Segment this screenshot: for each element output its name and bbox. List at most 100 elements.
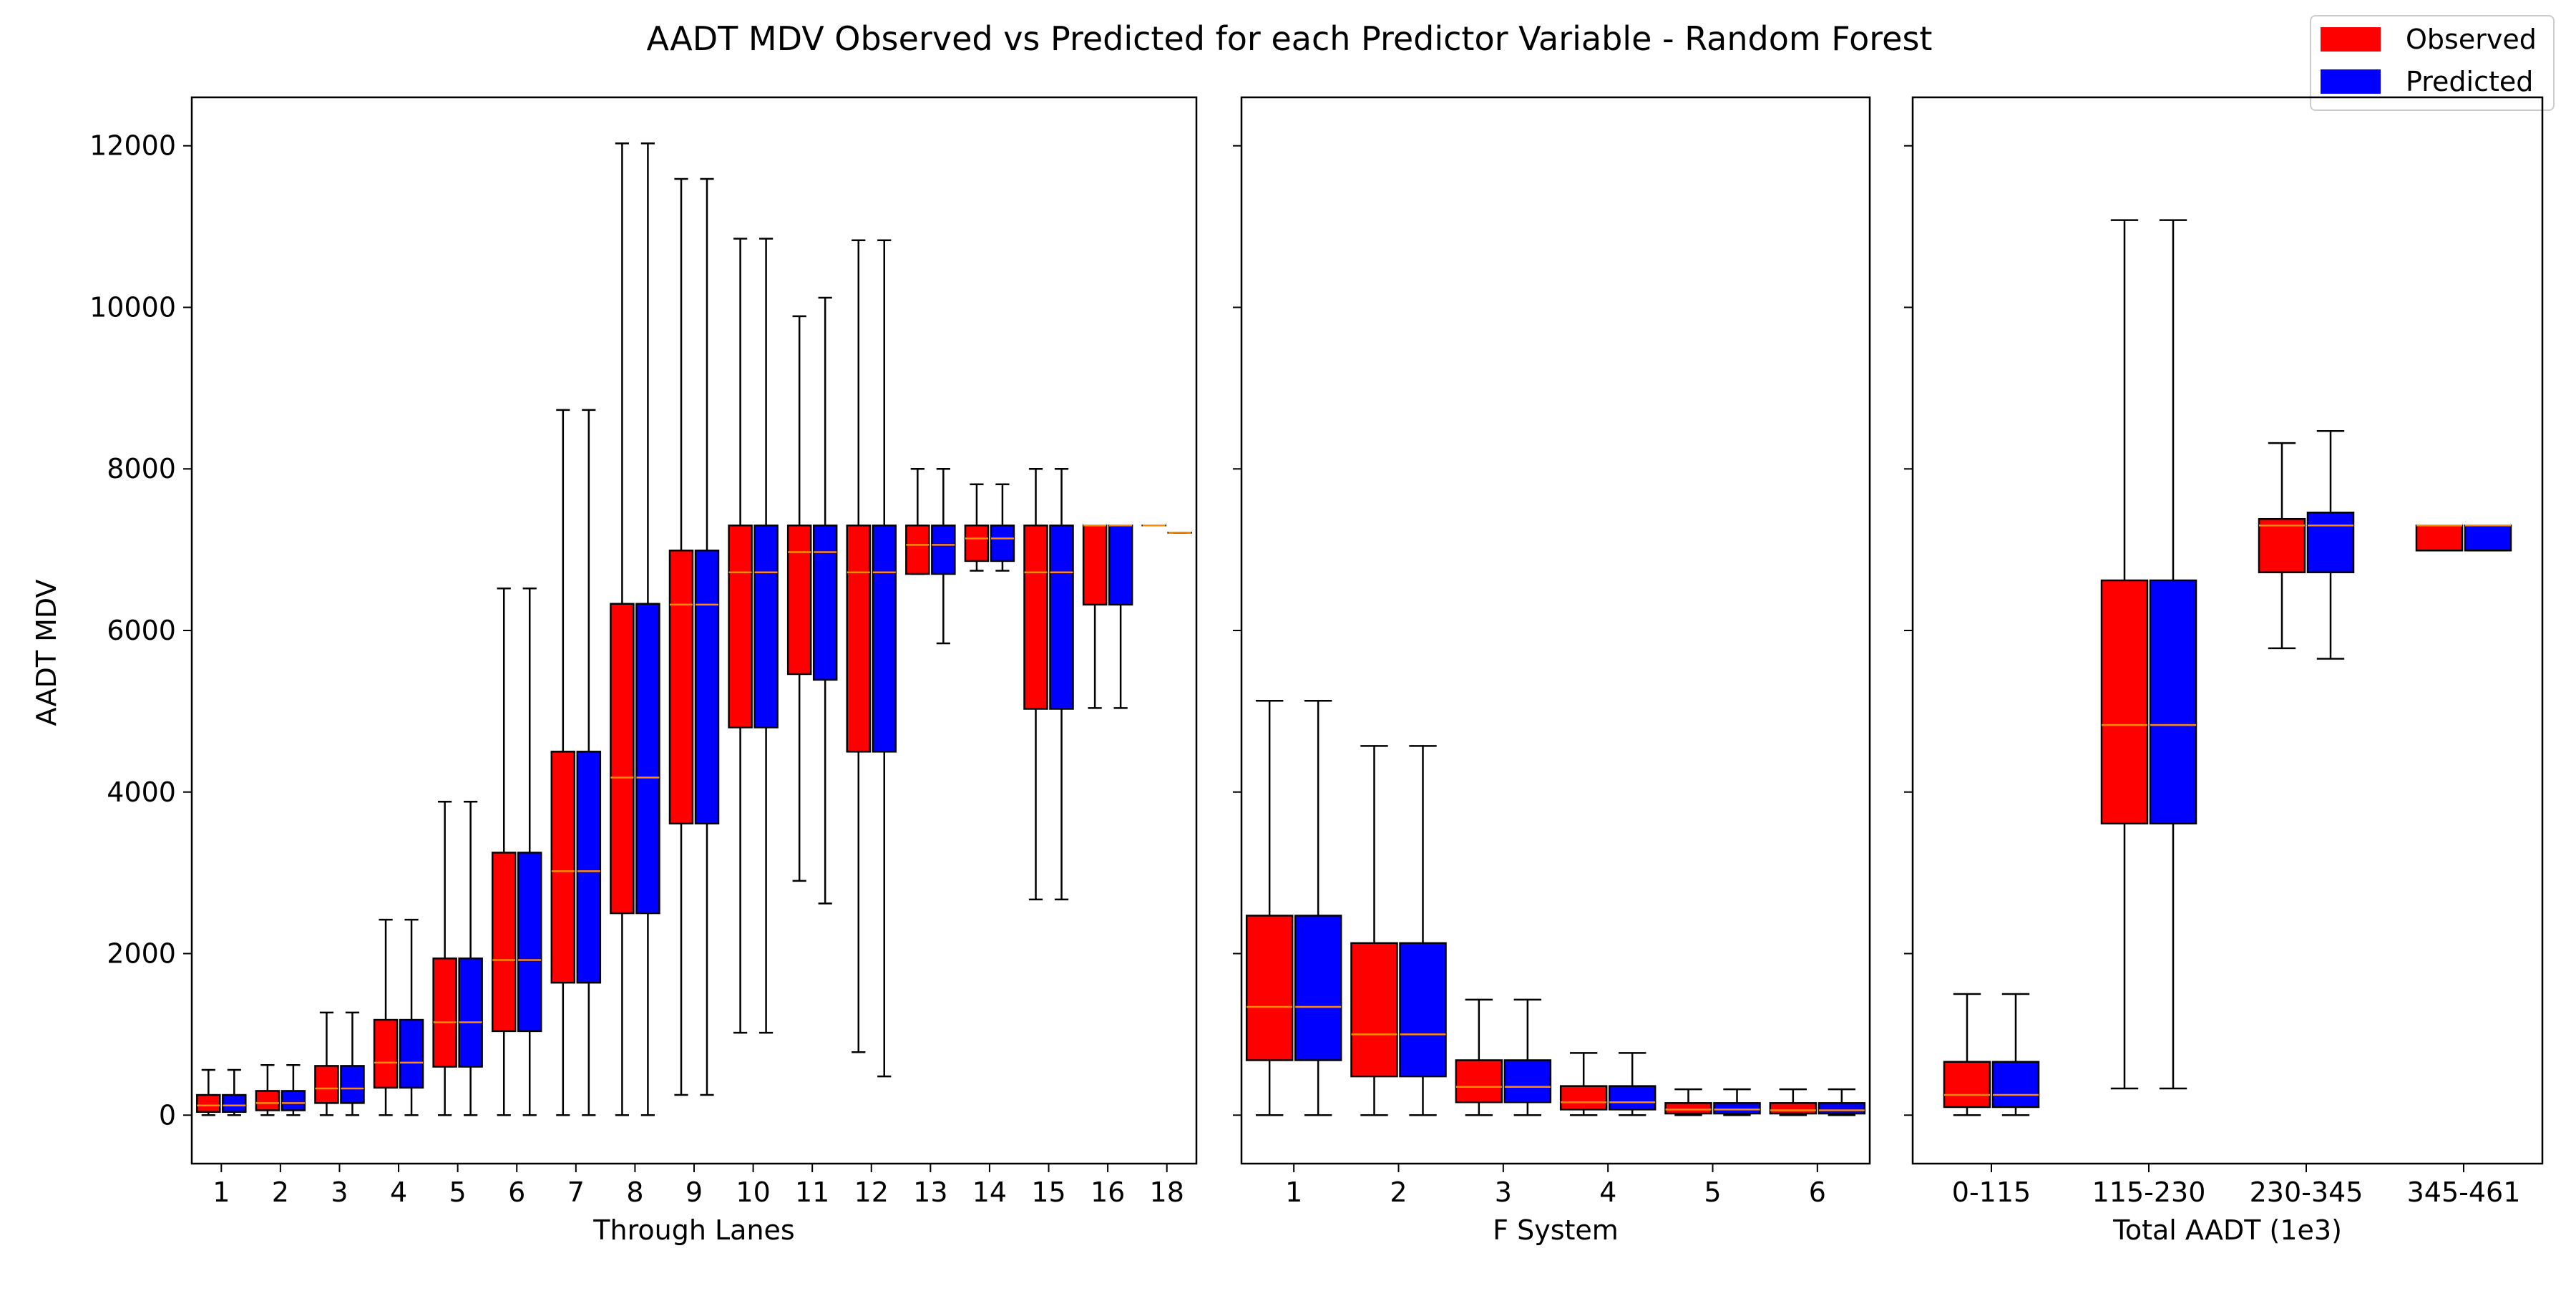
- x-tick-label: 6: [508, 1176, 525, 1208]
- box-predicted: [755, 525, 778, 727]
- box-observed: [847, 525, 870, 751]
- x-tick-label: 4: [390, 1176, 407, 1208]
- x-tick-label: 15: [1031, 1176, 1065, 1208]
- box-observed: [2102, 580, 2147, 824]
- x-tick-label: 12: [854, 1176, 889, 1208]
- box-predicted: [577, 751, 600, 983]
- x-tick-label: 11: [795, 1176, 829, 1208]
- x-tick-label: 4: [1599, 1176, 1616, 1208]
- box-observed: [197, 1095, 220, 1112]
- box-observed: [729, 525, 752, 727]
- box-predicted: [696, 550, 718, 824]
- box-observed: [1561, 1086, 1606, 1110]
- x-tick-label: 345-461: [2407, 1176, 2521, 1208]
- y-tick-label: 8000: [107, 453, 176, 484]
- x-tick-label: 230-345: [2250, 1176, 2363, 1208]
- x-tick-label: 6: [1809, 1176, 1826, 1208]
- legend-label-observed: Observed: [2406, 24, 2537, 55]
- x-tick-label: 9: [686, 1176, 703, 1208]
- panel-total-aadt: 0-115 115-230 230-345 345-461 Total AADT (1e…: [1904, 97, 2542, 1246]
- x-tick-label: 7: [567, 1176, 585, 1208]
- x-tick-label: 16: [1091, 1176, 1125, 1208]
- x-tick-label: 1: [1285, 1176, 1302, 1208]
- y-tick-label: 12000: [89, 130, 176, 162]
- x-tick-label: 2: [272, 1176, 289, 1208]
- box-predicted: [1714, 1103, 1760, 1114]
- box-predicted: [518, 852, 541, 1031]
- legend-swatch-observed: [2321, 27, 2381, 52]
- box-predicted: [636, 604, 659, 913]
- x-tick-label: 3: [1495, 1176, 1512, 1208]
- x-tick-label: 0-115: [1952, 1176, 2031, 1208]
- box-observed: [1025, 525, 1048, 708]
- box-observed: [2416, 525, 2462, 550]
- box-predicted: [932, 525, 955, 574]
- box-observed: [670, 550, 693, 824]
- x-tick-label: 5: [1704, 1176, 1721, 1208]
- box-observed: [552, 751, 575, 983]
- box-predicted: [1400, 943, 1446, 1076]
- y-tick-label: 4000: [107, 776, 176, 808]
- panel-f-system: 1 2 3 4 5 6 F System: [1233, 97, 1870, 1246]
- box-observed: [256, 1091, 279, 1110]
- box-predicted: [1505, 1061, 1551, 1103]
- box-observed: [1770, 1103, 1816, 1114]
- box-observed: [1944, 1062, 1990, 1107]
- x-tick-label: 1: [213, 1176, 230, 1208]
- box-observed: [2259, 519, 2305, 573]
- box-predicted: [400, 1020, 423, 1088]
- box-predicted: [2150, 580, 2196, 824]
- legend-swatch-predicted: [2321, 69, 2381, 94]
- box-observed: [788, 525, 811, 674]
- x-tick-label: 18: [1150, 1176, 1184, 1208]
- box-observed: [434, 958, 457, 1066]
- y-tick-label: 2000: [107, 938, 176, 970]
- figure-title: AADT MDV Observed vs Predicted for each …: [647, 19, 1933, 58]
- box-predicted: [1993, 1062, 2039, 1107]
- box-observed: [1246, 915, 1292, 1060]
- x-tick-label: 10: [736, 1176, 770, 1208]
- box-predicted: [1109, 525, 1132, 605]
- box-predicted: [1819, 1103, 1865, 1114]
- box-observed: [492, 852, 515, 1031]
- x-tick-label: 8: [626, 1176, 643, 1208]
- box-predicted: [341, 1066, 364, 1103]
- box-observed: [965, 525, 988, 561]
- box-predicted: [459, 958, 482, 1066]
- box-predicted: [223, 1095, 245, 1112]
- box-predicted: [1609, 1086, 1655, 1110]
- legend-label-predicted: Predicted: [2406, 66, 2533, 97]
- box-predicted: [282, 1091, 305, 1110]
- y-tick-label: 6000: [107, 615, 176, 646]
- x-tick-label: 5: [449, 1176, 467, 1208]
- box-predicted: [1295, 915, 1341, 1060]
- legend: Observed Predicted: [2311, 16, 2554, 110]
- y-axis-label: AADT MDV: [31, 580, 62, 726]
- box-predicted: [991, 525, 1014, 561]
- x-tick-label: 2: [1390, 1176, 1407, 1208]
- y-tick-label: 10000: [89, 291, 176, 323]
- box-observed: [374, 1020, 397, 1088]
- x-tick-label: 13: [913, 1176, 947, 1208]
- box-observed: [1083, 525, 1106, 605]
- box-predicted: [814, 525, 836, 680]
- x-axis-label: Total AADT (1e3): [2112, 1214, 2342, 1246]
- box-observed: [315, 1066, 338, 1103]
- box-observed: [1352, 943, 1397, 1076]
- box-observed: [610, 604, 633, 913]
- y-tick-label: 0: [159, 1099, 176, 1131]
- box-observed: [906, 525, 929, 574]
- box-predicted: [873, 525, 896, 751]
- x-tick-label: 14: [972, 1176, 1007, 1208]
- box-observed: [1666, 1103, 1712, 1114]
- box-predicted: [1050, 525, 1073, 708]
- x-axis-label: Through Lanes: [592, 1214, 794, 1246]
- box-predicted: [2308, 512, 2353, 573]
- x-tick-label: 115-230: [2092, 1176, 2206, 1208]
- axes-frame: [1913, 97, 2542, 1164]
- x-axis-label: F System: [1493, 1214, 1619, 1246]
- x-tick-label: 3: [331, 1176, 348, 1208]
